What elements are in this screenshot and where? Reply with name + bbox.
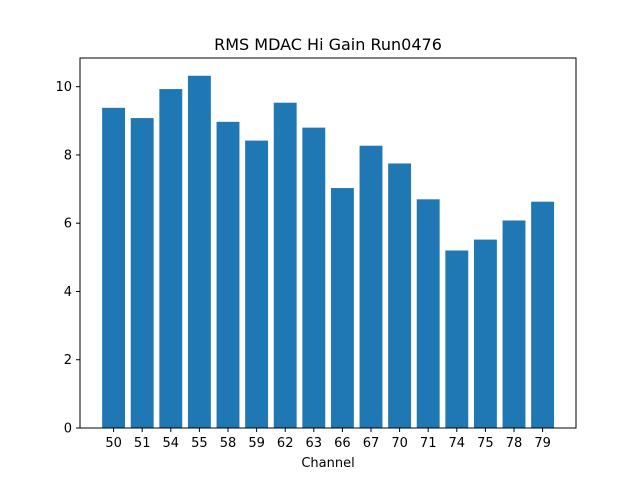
x-tick-label: 51 [134, 436, 151, 451]
bar-channel-66 [330, 188, 354, 428]
x-tick-label: 62 [277, 436, 294, 451]
bar-channel-74 [445, 250, 469, 428]
bar-channel-79 [531, 201, 555, 428]
bar-channel-63 [302, 127, 326, 428]
bar-channel-51 [130, 118, 154, 428]
y-tick-label: 6 [64, 217, 72, 232]
x-tick-label: 55 [191, 436, 208, 451]
bar-channel-78 [502, 220, 526, 428]
x-tick-label: 75 [477, 436, 494, 451]
x-tick-label: 54 [163, 436, 180, 451]
y-tick-label: 4 [64, 285, 72, 300]
y-tick-label: 8 [64, 148, 72, 163]
x-axis-ticks: 50 51 54 55 58 59 62 63 66 67 70 71 74 75 78 79 [105, 428, 551, 451]
x-tick-label: 58 [220, 436, 237, 451]
x-tick-label: 59 [248, 436, 265, 451]
bar-channel-67 [359, 145, 383, 428]
x-tick-label: 50 [105, 436, 122, 451]
x-tick-label: 70 [391, 436, 408, 451]
bar-channel-50 [102, 107, 126, 428]
x-tick-label: 67 [363, 436, 380, 451]
x-axis-label: Channel [301, 456, 354, 471]
bar-channel-75 [473, 239, 497, 428]
bar-channel-62 [273, 102, 297, 429]
bar-channel-70 [388, 163, 412, 428]
x-tick-label: 66 [334, 436, 351, 451]
y-tick-label: 0 [64, 422, 72, 437]
plot-frame [79, 57, 577, 429]
chart-title: RMS MDAC Hi Gain Run0476 [214, 35, 442, 54]
bars-group [102, 75, 555, 429]
bar-channel-59 [245, 140, 269, 428]
x-tick-label: 78 [506, 436, 523, 451]
x-tick-label: 74 [449, 436, 466, 451]
x-tick-label: 71 [420, 436, 437, 451]
x-tick-label: 79 [534, 436, 551, 451]
bar-channel-55 [187, 75, 211, 428]
y-axis-ticks: 0 2 4 6 8 10 [55, 80, 80, 437]
bar-channel-58 [216, 121, 240, 428]
bar-channel-71 [416, 199, 440, 428]
y-tick-label: 10 [55, 80, 72, 95]
x-tick-label: 63 [306, 436, 323, 451]
y-tick-label: 2 [64, 353, 72, 368]
bar-channel-54 [159, 89, 183, 428]
